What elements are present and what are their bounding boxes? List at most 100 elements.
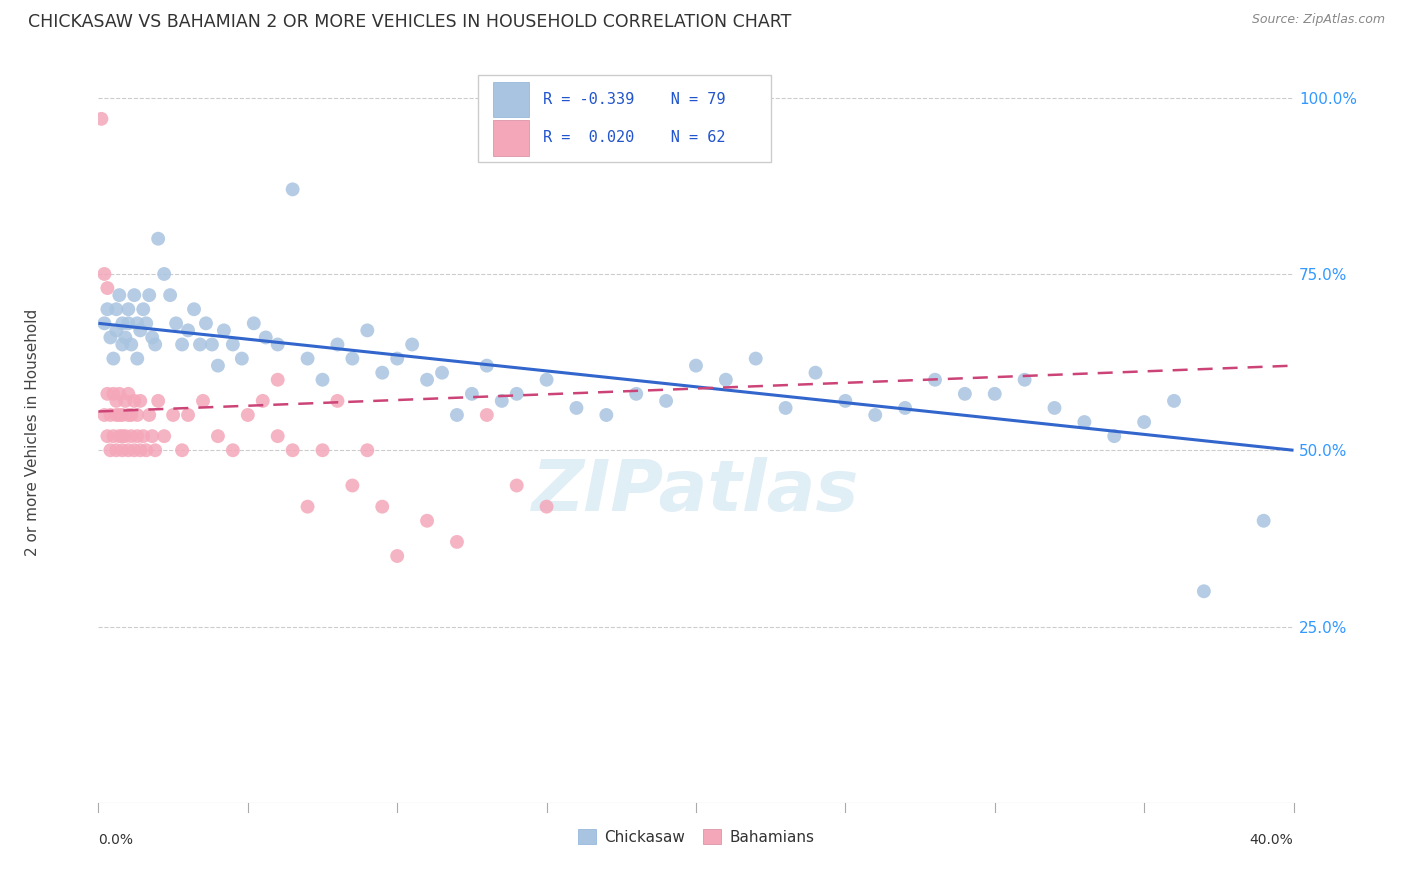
Point <box>183 302 205 317</box>
Text: ZIPatlas: ZIPatlas <box>533 458 859 526</box>
Point <box>1014 373 1036 387</box>
Point <box>132 302 155 317</box>
Point <box>267 429 290 443</box>
Point <box>117 443 139 458</box>
Point <box>148 393 170 408</box>
Point <box>267 337 290 351</box>
Point <box>222 443 245 458</box>
Point <box>371 500 394 514</box>
Point <box>108 408 131 422</box>
Point <box>172 443 194 458</box>
Point <box>745 351 768 366</box>
Text: 0.0%: 0.0% <box>98 832 134 847</box>
Point <box>143 337 166 351</box>
Point <box>98 330 122 344</box>
Point <box>385 351 409 366</box>
Point <box>114 393 136 408</box>
Point <box>356 323 378 337</box>
Point <box>195 316 218 330</box>
FancyBboxPatch shape <box>494 120 529 156</box>
Point <box>1104 429 1126 443</box>
Point <box>714 373 737 387</box>
Point <box>111 443 134 458</box>
Point <box>475 408 498 422</box>
Point <box>96 302 118 317</box>
Text: 40.0%: 40.0% <box>1250 832 1294 847</box>
Point <box>834 393 856 408</box>
Point <box>775 401 797 415</box>
Point <box>117 302 139 317</box>
Point <box>143 443 166 458</box>
Point <box>1073 415 1095 429</box>
Point <box>191 393 214 408</box>
Point <box>326 393 349 408</box>
Point <box>103 351 125 366</box>
Point <box>138 408 160 422</box>
Point <box>98 443 122 458</box>
Point <box>117 387 139 401</box>
Point <box>536 500 558 514</box>
Point <box>804 366 827 380</box>
Point <box>342 351 364 366</box>
Point <box>127 351 149 366</box>
Point <box>117 316 139 330</box>
Point <box>127 316 149 330</box>
Point <box>1133 415 1156 429</box>
Point <box>506 387 529 401</box>
Point <box>93 408 115 422</box>
Point <box>311 443 333 458</box>
Point <box>111 337 134 351</box>
Point <box>111 408 134 422</box>
Point <box>385 549 409 563</box>
Point <box>342 478 364 492</box>
Text: Source: ZipAtlas.com: Source: ZipAtlas.com <box>1251 13 1385 27</box>
Point <box>177 408 200 422</box>
Point <box>172 337 194 351</box>
Point <box>243 316 266 330</box>
Point <box>595 408 617 422</box>
Point <box>129 393 152 408</box>
Point <box>127 408 149 422</box>
Point <box>491 393 513 408</box>
Point <box>124 393 146 408</box>
Point <box>153 267 176 281</box>
Text: R =  0.020    N = 62: R = 0.020 N = 62 <box>543 130 725 145</box>
Point <box>446 408 468 422</box>
Point <box>148 232 170 246</box>
Point <box>120 337 142 351</box>
Point <box>1192 584 1215 599</box>
Point <box>159 288 181 302</box>
Text: 2 or more Vehicles in Household: 2 or more Vehicles in Household <box>25 309 41 557</box>
Point <box>124 288 146 302</box>
FancyBboxPatch shape <box>494 82 529 117</box>
Point <box>626 387 648 401</box>
Point <box>141 330 163 344</box>
Point <box>105 323 128 337</box>
Point <box>188 337 211 351</box>
Point <box>105 408 128 422</box>
Point <box>162 408 184 422</box>
Point <box>111 429 134 443</box>
Point <box>103 387 125 401</box>
Point <box>207 429 229 443</box>
Legend: Chickasaw, Bahamians: Chickasaw, Bahamians <box>572 822 820 851</box>
Point <box>153 429 176 443</box>
Point <box>254 330 277 344</box>
Point <box>953 387 976 401</box>
Point <box>356 443 378 458</box>
Point <box>231 351 253 366</box>
Point <box>90 112 112 126</box>
Point <box>93 267 115 281</box>
Point <box>236 408 259 422</box>
Point <box>565 401 588 415</box>
Point <box>984 387 1007 401</box>
Point <box>475 359 498 373</box>
Point <box>865 408 887 422</box>
Point <box>114 330 136 344</box>
Point <box>924 373 946 387</box>
Point <box>446 535 468 549</box>
Point <box>96 387 118 401</box>
Point <box>430 366 453 380</box>
Point <box>135 316 157 330</box>
Point <box>108 387 131 401</box>
